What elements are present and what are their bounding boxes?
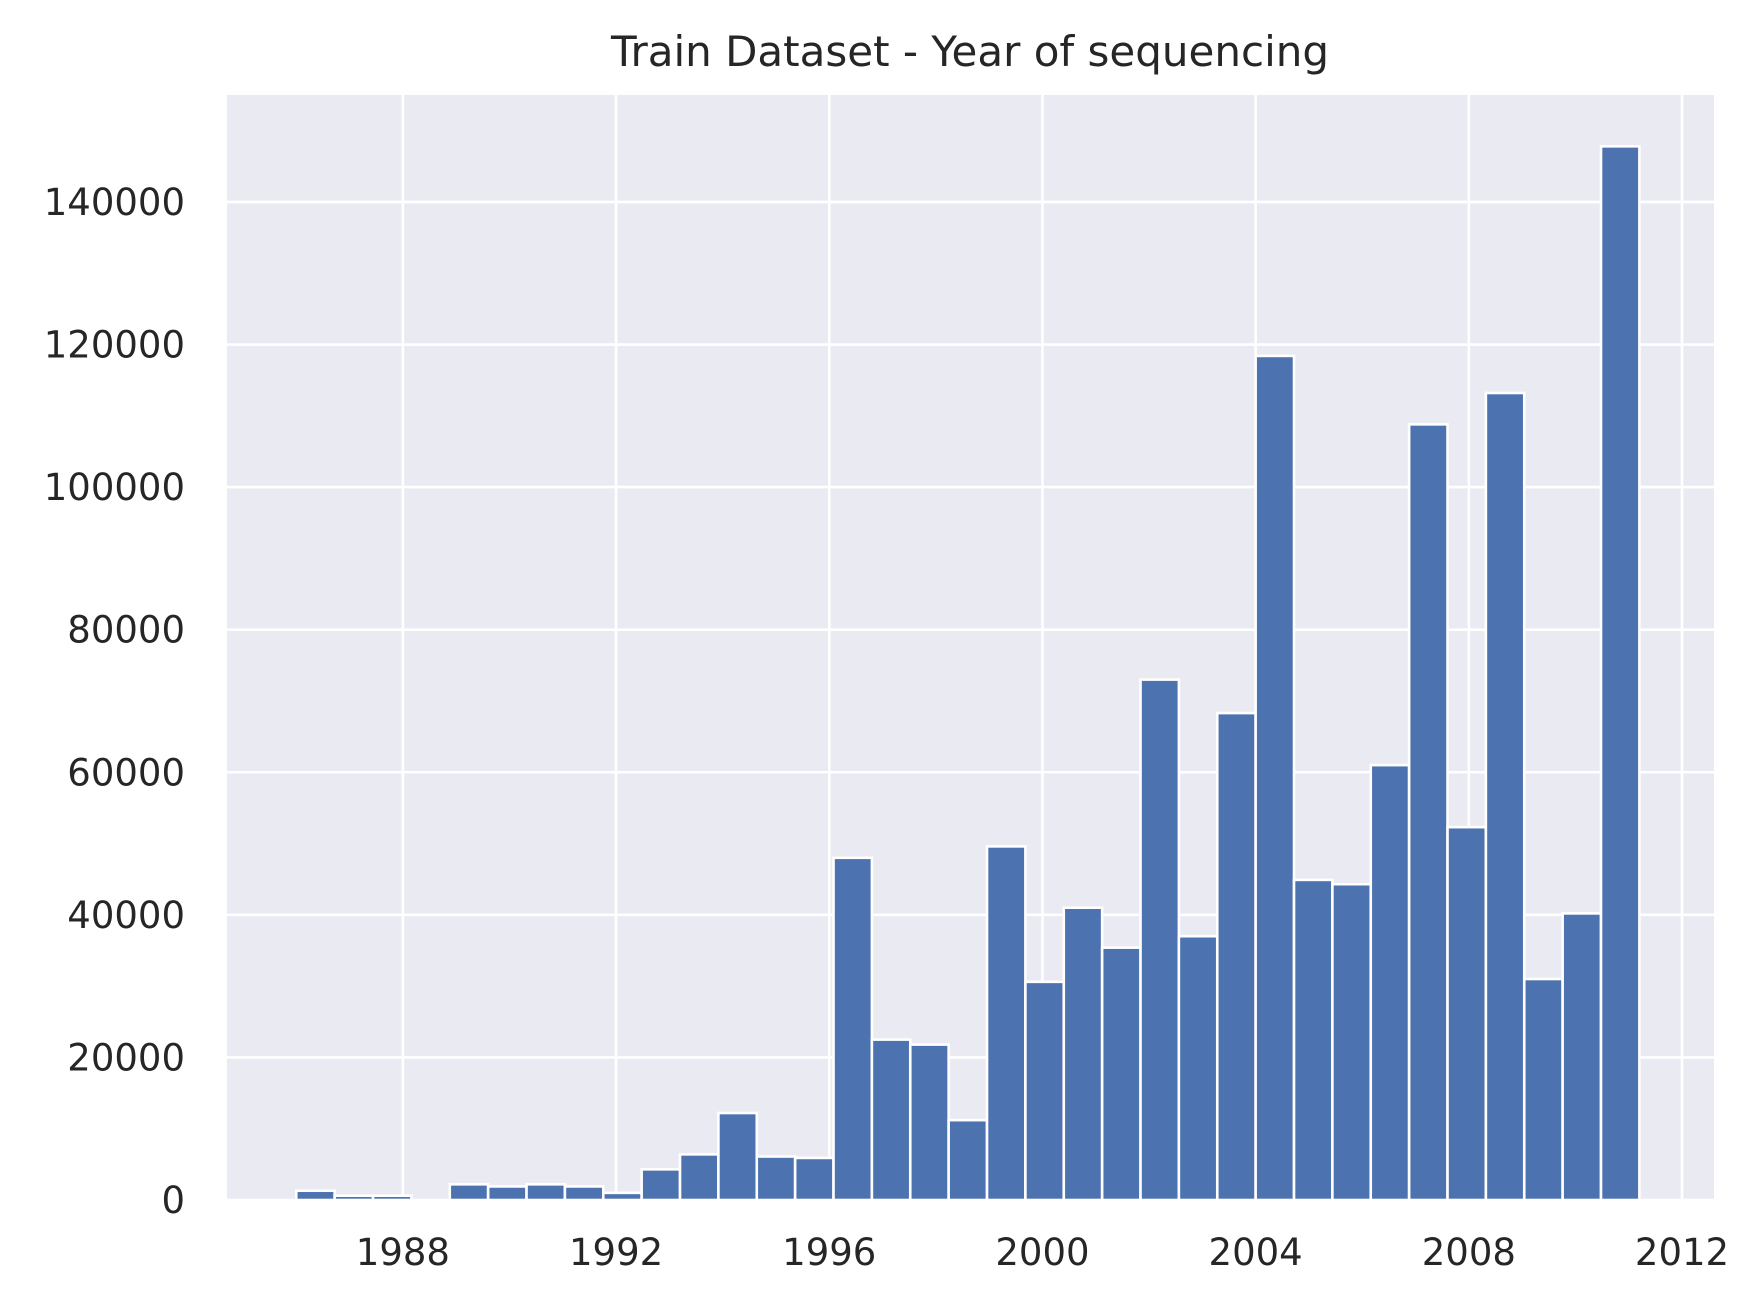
bar-2 (371, 1194, 413, 1202)
bar-12 (755, 1155, 797, 1202)
bar-25 (1254, 354, 1296, 1202)
grid-lines (227, 95, 1714, 1202)
bar-11 (717, 1111, 759, 1202)
bar-10 (678, 1153, 720, 1202)
bar-14 (832, 856, 874, 1202)
y-tick-label-2: 40000 (67, 894, 185, 937)
bar-32 (1522, 977, 1564, 1202)
bar-21 (1100, 946, 1142, 1202)
bar-6 (525, 1183, 567, 1202)
bar-7 (563, 1185, 605, 1202)
y-tick-label-6: 120000 (44, 324, 185, 367)
bar-29 (1407, 423, 1449, 1202)
bar-5 (486, 1185, 528, 1202)
x-tick-label-0: 1988 (356, 1231, 450, 1274)
bar-28 (1369, 763, 1411, 1202)
bar-18 (985, 845, 1027, 1202)
bar-31 (1484, 391, 1526, 1202)
bar-0 (294, 1189, 336, 1202)
chart-title: Train Dataset - Year of sequencing (610, 27, 1329, 76)
bar-4 (448, 1183, 490, 1202)
y-tick-label-7: 140000 (44, 181, 185, 224)
bar-13 (793, 1156, 835, 1202)
bar-19 (1024, 980, 1066, 1202)
x-tick-label-6: 2012 (1635, 1231, 1729, 1274)
bar-24 (1215, 711, 1257, 1202)
bar-9 (640, 1168, 682, 1202)
y-tick-label-4: 80000 (67, 609, 185, 652)
x-axis-ticks: 1988 1992 1996 2000 2004 2008 2012 (356, 1231, 1729, 1274)
y-axis-ticks: 0 20000 40000 60000 80000 100000 120000 140000 (44, 181, 185, 1222)
x-tick-label-2: 1996 (782, 1231, 876, 1274)
bar-17 (947, 1118, 989, 1202)
bar-30 (1446, 825, 1488, 1202)
x-tick-label-3: 2000 (995, 1231, 1089, 1274)
x-tick-label-4: 2004 (1209, 1231, 1303, 1274)
y-tick-label-1: 20000 (67, 1036, 185, 1079)
bars (294, 145, 1641, 1202)
bar-22 (1139, 678, 1181, 1202)
bar-23 (1177, 934, 1219, 1202)
bar-16 (908, 1043, 950, 1202)
x-tick-label-1: 1992 (569, 1231, 663, 1274)
y-tick-label-5: 100000 (44, 466, 185, 509)
bar-27 (1331, 882, 1373, 1202)
bar-26 (1292, 878, 1334, 1202)
bar-34 (1599, 145, 1641, 1202)
bar-1 (333, 1194, 375, 1202)
y-tick-label-0: 0 (161, 1179, 185, 1222)
bar-8 (601, 1191, 643, 1202)
x-tick-label-5: 2008 (1422, 1231, 1516, 1274)
bar-15 (870, 1038, 912, 1202)
bar-20 (1062, 906, 1104, 1202)
y-tick-label-3: 60000 (67, 751, 185, 794)
bar-33 (1561, 912, 1603, 1202)
